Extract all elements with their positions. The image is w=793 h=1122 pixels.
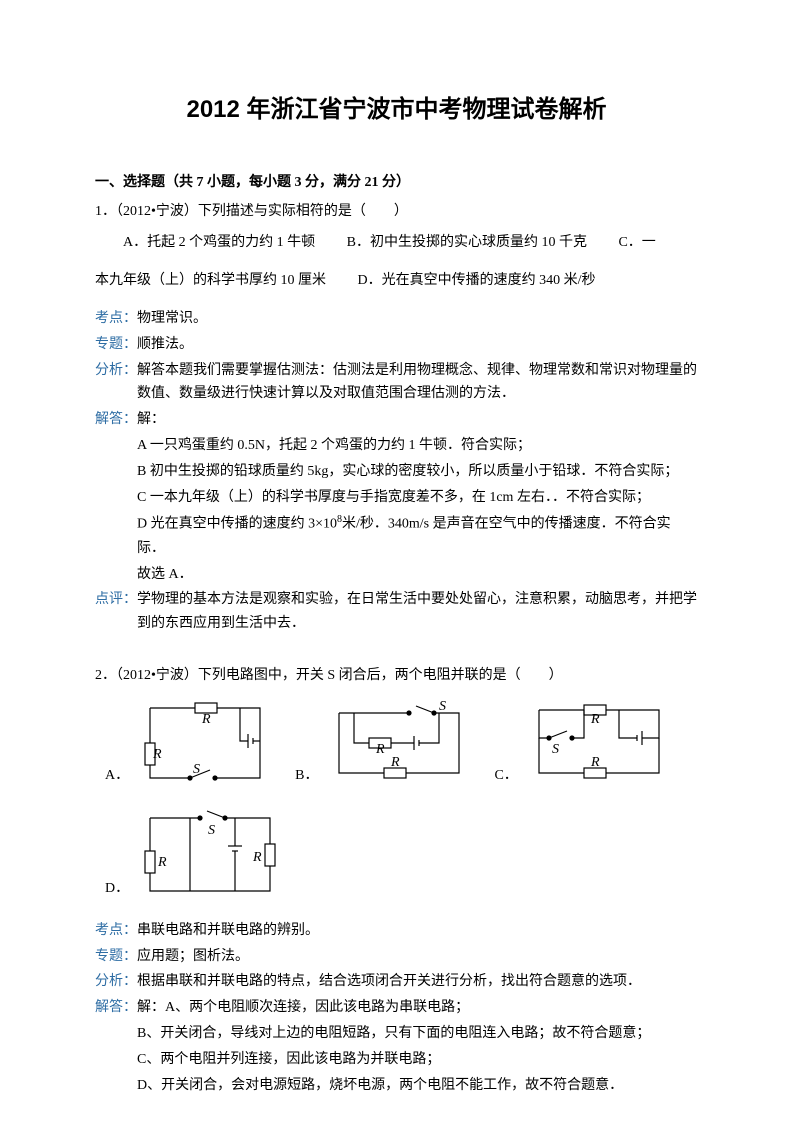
circuit-b-svg: R R S [324,698,474,788]
q2-kaodian-text: 串联电路和并联电路的辨别。 [137,919,698,943]
q1-optD: D．光在真空中传播的速度约 340 米/秒 [358,273,596,288]
circuit-b-label: B． [295,764,318,788]
label-dianping: 点评： [95,588,137,636]
q2-zhuanti-text: 应用题；图析法。 [137,945,698,969]
circuit-d-label: D． [105,877,129,901]
svg-text:S: S [439,699,446,714]
q1-jieda-d-pre: D 光在真空中传播的速度约 3×10 [137,517,337,532]
q1-zhuanti: 专题： 顺推法。 [95,333,698,357]
q2-fenxi: 分析： 根据串联和并联电路的特点，结合选项闭合开关进行分析，找出符合题意的选项． [95,970,698,994]
q1-jieda-a: A 一只鸡蛋重约 0.5N，托起 2 个鸡蛋的力约 1 牛顿．符合实际； [95,434,698,458]
circuit-c: C． R R S [494,698,673,788]
circuit-d-svg: R R S [135,806,285,901]
svg-text:S: S [208,823,215,838]
q1-fenxi-text: 解答本题我们需要掌握估测法：估测法是利用物理概念、规律、物理常数和常识对物理量的… [137,359,698,407]
svg-text:R: R [590,712,600,727]
svg-text:R: R [590,755,600,770]
q1-optB: B．初中生投掷的实心球质量约 10 千克 [347,235,587,250]
q2-jieda: 解答： 解：A、两个电阻顺次连接，因此该电路为串联电路； [95,996,698,1020]
q1-optC-part2-line: 本九年级（上）的科学书厚约 10 厘米 D．光在真空中传播的速度约 340 米/… [95,269,698,293]
circuit-d: D． R R S [105,806,285,901]
q1-stem: 1．（2012•宁波）下列描述与实际相符的是（ ） [95,200,698,224]
circuit-a-svg: R R S [135,698,275,788]
label-zhuanti2: 专题： [95,945,137,969]
svg-text:S: S [552,742,559,757]
svg-text:R: R [375,742,385,757]
label-kaodian: 考点： [95,307,137,331]
q2-stem: 2．（2012•宁波）下列电路图中，开关 S 闭合后，两个电阻并联的是（ ） [95,664,698,688]
label-fenxi2: 分析： [95,970,137,994]
q2-jieda-d: D、开关闭合，会对电源短路，烧坏电源，两个电阻不能工作，故不符合题意． [95,1074,698,1098]
q1-jieda-end: 故选 A． [95,563,698,587]
svg-text:R: R [157,855,167,870]
section-header: 一、选择题（共 7 小题，每小题 3 分，满分 21 分） [95,171,698,195]
svg-text:R: R [152,747,162,762]
q1-options: A．托起 2 个鸡蛋的力约 1 牛顿 B．初中生投掷的实心球质量约 10 千克 … [95,231,698,255]
q1-jieda-c: C 一本九年级（上）的科学书厚度与手指宽度差不多，在 1cm 左右．．不符合实际… [95,486,698,510]
q1-optA: A．托起 2 个鸡蛋的力约 1 牛顿 [123,235,315,250]
q1-kaodian-text: 物理常识。 [137,307,698,331]
q1-jieda-d: D 光在真空中传播的速度约 3×108米/秒．340m/s 是声音在空气中的传播… [95,511,698,560]
q1-jieda-head: 解： [137,408,698,432]
q2-jieda-c: C、两个电阻并列连接，因此该电路为并联电路； [95,1048,698,1072]
q1-jieda-b: B 初中生投掷的铅球质量约 5kg，实心球的密度较小，所以质量小于铅球．不符合实… [95,460,698,484]
page-title: 2012 年浙江省宁波市中考物理试卷解析 [95,90,698,131]
circuit-a-label: A． [105,764,129,788]
q1-dianping-text: 学物理的基本方法是观察和实验，在日常生活中要处处留心，注意积累，动脑思考，并把学… [137,588,698,636]
q1-optC-part1: C．一 [618,235,655,250]
circuit-b: B． R R S [295,698,474,788]
q1-dianping: 点评： 学物理的基本方法是观察和实验，在日常生活中要处处留心，注意积累，动脑思考… [95,588,698,636]
q1-kaodian: 考点： 物理常识。 [95,307,698,331]
label-zhuanti: 专题： [95,333,137,357]
q2-jieda-head: 解：A、两个电阻顺次连接，因此该电路为串联电路； [137,996,698,1020]
circuit-row-1: A． R R S B． [105,698,698,788]
circuit-a: A． R R S [105,698,275,788]
circuit-c-svg: R R S [524,698,674,788]
label-jieda2: 解答： [95,996,137,1020]
q2-zhuanti: 专题： 应用题；图析法。 [95,945,698,969]
label-fenxi: 分析： [95,359,137,407]
label-kaodian2: 考点： [95,919,137,943]
label-jieda: 解答： [95,408,137,432]
question-2: 2．（2012•宁波）下列电路图中，开关 S 闭合后，两个电阻并联的是（ ） A… [95,664,698,1097]
q1-zhuanti-text: 顺推法。 [137,333,698,357]
svg-text:R: R [252,850,262,865]
q1-optC-part2: 本九年级（上）的科学书厚约 10 厘米 [95,273,326,288]
svg-text:S: S [193,762,200,777]
question-1: 一、选择题（共 7 小题，每小题 3 分，满分 21 分） 1．（2012•宁波… [95,171,698,636]
svg-text:R: R [201,712,211,727]
q2-kaodian: 考点： 串联电路和并联电路的辨别。 [95,919,698,943]
q1-jieda: 解答： 解： [95,408,698,432]
circuit-row-2: D． R R S [105,806,698,901]
q2-fenxi-text: 根据串联和并联电路的特点，结合选项闭合开关进行分析，找出符合题意的选项． [137,970,698,994]
circuit-c-label: C． [494,764,517,788]
q2-jieda-b: B、开关闭合，导线对上边的电阻短路，只有下面的电阻连入电路；故不符合题意； [95,1022,698,1046]
svg-text:R: R [390,755,400,770]
q1-fenxi: 分析： 解答本题我们需要掌握估测法：估测法是利用物理概念、规律、物理常数和常识对… [95,359,698,407]
